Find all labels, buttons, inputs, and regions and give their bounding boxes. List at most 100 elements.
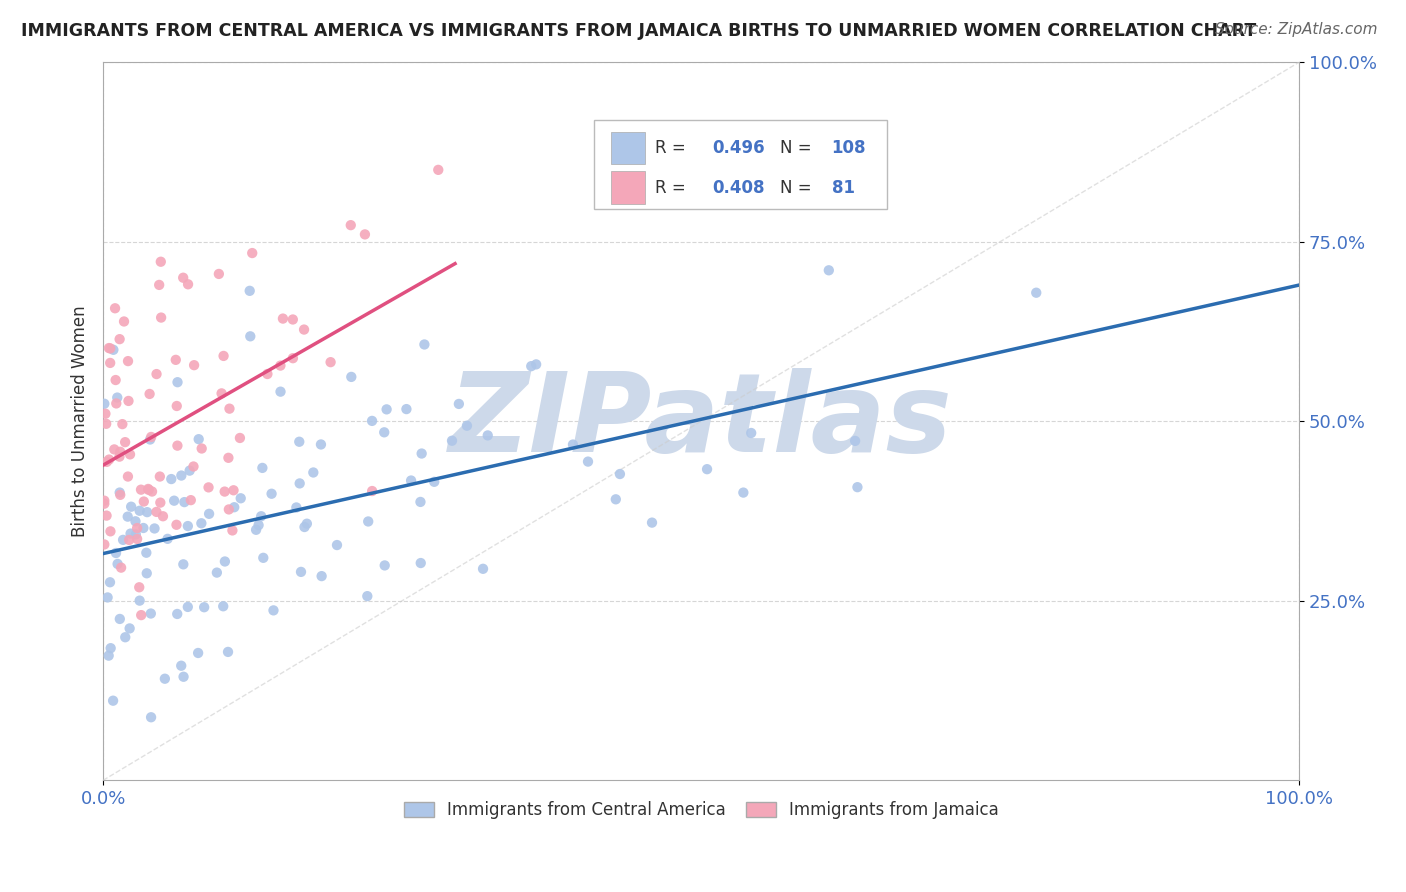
Point xyxy=(166,399,188,413)
Point xyxy=(94,407,117,421)
Point xyxy=(114,435,136,450)
Point xyxy=(208,267,231,281)
Point xyxy=(222,483,245,498)
Point xyxy=(172,270,194,285)
Point xyxy=(160,472,183,486)
Point xyxy=(120,526,142,541)
Point xyxy=(180,493,202,508)
Point xyxy=(217,645,239,659)
Point xyxy=(149,254,172,268)
Text: 0.408: 0.408 xyxy=(711,178,765,196)
Point xyxy=(149,469,172,483)
Text: R =: R = xyxy=(655,178,690,196)
Point xyxy=(239,329,262,343)
Point xyxy=(98,356,121,370)
Point xyxy=(104,301,127,316)
Point xyxy=(409,495,432,509)
Point xyxy=(112,533,135,547)
Point xyxy=(183,459,205,474)
Point xyxy=(361,414,384,428)
Point xyxy=(177,277,200,292)
Point xyxy=(319,355,342,369)
Point xyxy=(183,358,205,372)
Point xyxy=(256,367,278,381)
Text: R =: R = xyxy=(655,139,690,157)
Point xyxy=(97,648,120,663)
Text: 81: 81 xyxy=(831,178,855,196)
Point xyxy=(118,622,141,636)
Legend: Immigrants from Central America, Immigrants from Jamaica: Immigrants from Central America, Immigra… xyxy=(396,795,1005,826)
Point xyxy=(844,434,866,448)
Point xyxy=(124,514,146,528)
Point xyxy=(108,612,131,626)
Point xyxy=(166,439,188,453)
Point xyxy=(97,591,120,605)
Point xyxy=(98,575,121,590)
Point xyxy=(605,492,627,507)
Point xyxy=(427,162,450,177)
Point xyxy=(357,515,380,529)
Point xyxy=(218,502,240,516)
Point xyxy=(456,418,478,433)
Point xyxy=(156,532,179,546)
Text: ZIPatlas: ZIPatlas xyxy=(450,368,953,475)
Point xyxy=(104,373,127,387)
Point xyxy=(170,468,193,483)
Point xyxy=(96,417,118,431)
Point xyxy=(152,509,174,524)
Point xyxy=(205,566,228,580)
Point xyxy=(145,367,167,381)
Point xyxy=(114,630,136,644)
Point xyxy=(98,342,121,356)
Point xyxy=(290,565,312,579)
Point xyxy=(361,483,384,498)
Point xyxy=(129,608,152,623)
Point xyxy=(118,533,141,547)
Point xyxy=(311,569,333,583)
Point xyxy=(294,520,316,534)
Point xyxy=(143,521,166,535)
Point xyxy=(166,517,188,532)
Point xyxy=(149,495,172,509)
Point xyxy=(214,554,236,568)
Point xyxy=(281,312,304,326)
Point xyxy=(165,352,187,367)
Point xyxy=(127,521,149,535)
Point xyxy=(224,500,246,515)
Point xyxy=(1025,285,1047,300)
Point xyxy=(128,593,150,607)
Point xyxy=(128,504,150,518)
Point xyxy=(100,524,122,539)
Point xyxy=(101,694,124,708)
Point xyxy=(166,607,188,621)
Text: IMMIGRANTS FROM CENTRAL AMERICA VS IMMIGRANTS FROM JAMAICA BIRTHS TO UNMARRIED W: IMMIGRANTS FROM CENTRAL AMERICA VS IMMIG… xyxy=(21,22,1257,40)
Point xyxy=(117,393,139,408)
Point xyxy=(145,505,167,519)
Point xyxy=(281,351,304,366)
Point xyxy=(229,431,252,445)
Point xyxy=(138,483,160,497)
Point xyxy=(846,480,869,494)
Point xyxy=(409,556,432,570)
Point xyxy=(112,314,135,328)
Point xyxy=(423,475,446,489)
Point xyxy=(292,322,315,336)
Point xyxy=(128,580,150,594)
Point xyxy=(260,487,283,501)
FancyBboxPatch shape xyxy=(612,132,645,164)
Point xyxy=(96,455,118,469)
Point xyxy=(245,523,267,537)
Point xyxy=(524,357,547,371)
Point xyxy=(108,450,131,464)
Point xyxy=(93,493,115,508)
Point xyxy=(520,359,543,373)
Point xyxy=(212,599,235,614)
Point xyxy=(641,516,664,530)
FancyBboxPatch shape xyxy=(593,120,887,210)
Point xyxy=(141,430,163,444)
Text: 108: 108 xyxy=(831,139,866,157)
Point xyxy=(270,384,292,399)
Point xyxy=(395,402,418,417)
Point xyxy=(354,227,377,242)
Point xyxy=(132,521,155,535)
